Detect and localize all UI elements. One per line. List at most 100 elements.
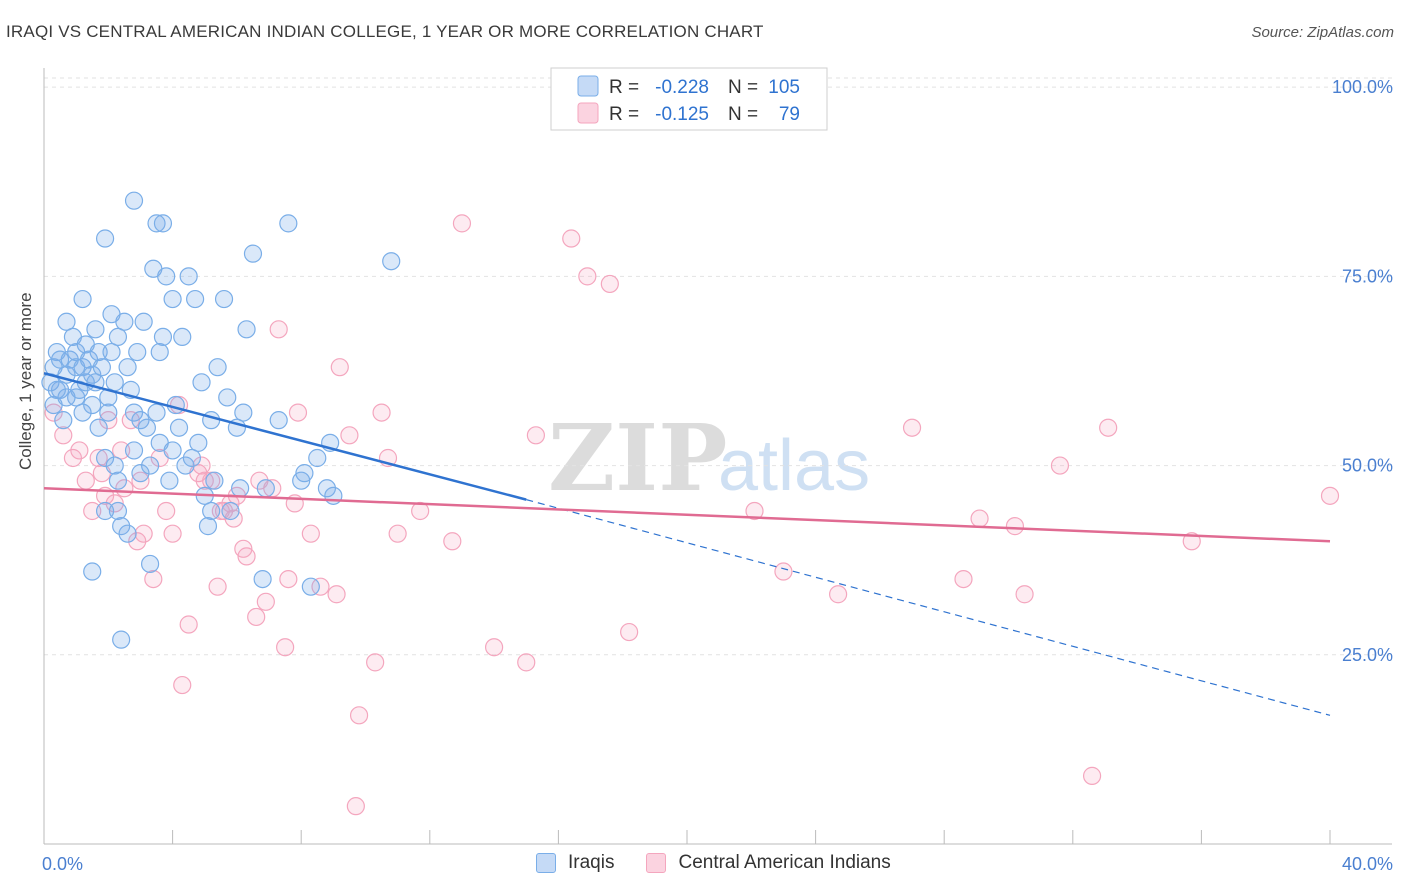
stats-swatch [577, 75, 599, 97]
x-tick-label-min: 0.0% [42, 854, 83, 874]
central-american-indians-point [620, 622, 639, 642]
iraqis-point [324, 486, 343, 505]
iraqis-point [108, 471, 128, 490]
iraqis-point [73, 403, 92, 422]
iraqis-point [186, 289, 205, 309]
iraqis-point [134, 312, 153, 331]
central-american-indians-point [600, 274, 619, 294]
central-american-indians-swatch [646, 853, 667, 873]
central-american-indians-point [250, 471, 269, 490]
y-tick-label: 25.0% [1342, 645, 1393, 665]
stats-r-value: -0.228 [655, 77, 709, 98]
stats-r-label: R = [609, 104, 639, 125]
central-american-indians-point [366, 653, 385, 672]
central-american-indians-point [195, 471, 214, 490]
central-american-indians-point [44, 403, 63, 422]
iraqis-point [382, 252, 401, 271]
central-american-indians-point [276, 638, 295, 657]
iraqis-point [115, 312, 134, 331]
iraqis-point [89, 418, 108, 437]
iraqis-point [124, 403, 144, 422]
central-american-indians-point [829, 585, 848, 604]
central-american-indians-point [144, 569, 163, 589]
iraqis-point [140, 456, 160, 475]
iraqis-point [198, 517, 218, 536]
iraqis-swatch [536, 853, 556, 873]
central-american-indians-point [131, 471, 150, 490]
iraqis-point [131, 464, 150, 483]
central-american-indians-point [340, 426, 359, 445]
stats-legend: R = -0.228 N = 105 R = -0.125 N = 79 [550, 67, 828, 131]
central-american-indians-point [208, 577, 227, 596]
iraqis-point [99, 403, 118, 422]
iraqis-point [237, 320, 256, 339]
iraqis-point [108, 327, 128, 347]
iraqis-point [147, 403, 166, 422]
central-american-indians-point [301, 524, 320, 543]
central-american-indians-point [349, 706, 369, 725]
central-american-indians-point [1015, 585, 1034, 604]
central-american-indians-point [330, 358, 349, 377]
iraqis-point [301, 577, 320, 596]
iraqis-point [83, 395, 102, 415]
central-american-indians-point [526, 426, 545, 445]
central-american-indians-point [247, 607, 266, 627]
iraqis-point [95, 501, 115, 521]
iraqis-point [253, 569, 272, 589]
iraqis-point [176, 456, 195, 475]
central-american-indians-point [211, 501, 230, 521]
iraqis-point [47, 380, 66, 399]
iraqis-point [205, 471, 224, 490]
central-american-indians-point [99, 411, 118, 430]
iraqis-point [179, 267, 198, 286]
iraqis-point [54, 411, 73, 430]
central-american-indians-point [1082, 766, 1102, 785]
stats-swatch [577, 102, 599, 124]
central-american-indians-point [562, 229, 581, 248]
central-american-indians-point [954, 569, 973, 589]
iraqis-point [308, 448, 327, 468]
y-tick-label: 50.0% [1342, 456, 1393, 476]
legend-label-iraqis: Iraqis [568, 852, 615, 873]
central-american-indians-point [269, 320, 288, 339]
iraqis-point [118, 358, 137, 377]
iraqis-point [147, 214, 166, 233]
central-american-indians-point [452, 214, 472, 233]
iraqis-point [208, 358, 227, 377]
iraqis-point [150, 342, 169, 362]
x-tick-label-max: 40.0% [1342, 854, 1393, 874]
central-american-indians-point [1050, 456, 1070, 475]
iraqis-point [256, 479, 275, 498]
legend-label-central-american-indians: Central American Indians [678, 852, 891, 873]
legend-item-iraqis[interactable]: Iraqis [536, 852, 614, 874]
iraqis-point [189, 433, 208, 452]
central-american-indians-point [128, 532, 147, 551]
iraqis-point [95, 448, 115, 468]
central-american-indians-point [163, 524, 182, 543]
y-tick-label: 100.0% [1332, 77, 1393, 97]
iraqis-point [50, 350, 70, 369]
central-american-indians-point [70, 441, 89, 460]
iraqis-point [153, 327, 173, 347]
watermark-zip: ZIP [548, 404, 727, 512]
iraqis-point [137, 418, 156, 437]
iraqis-point [160, 471, 179, 490]
iraqis-point [118, 524, 137, 543]
iraqis-point [243, 244, 263, 263]
iraqis-point [57, 388, 76, 407]
central-american-indians-point [112, 441, 131, 460]
central-american-indians-point [517, 653, 536, 672]
central-american-indians-point [1182, 532, 1201, 551]
legend-item-central-american-indians[interactable]: Central American Indians [646, 852, 891, 874]
iraqis-point [317, 479, 337, 498]
iraqis-point [73, 358, 92, 377]
iraqis-point [105, 373, 124, 392]
central-american-indians-point [173, 675, 192, 695]
iraqis-point [124, 191, 144, 210]
central-american-indians-point [192, 456, 211, 475]
iraqis-point [234, 403, 253, 422]
iraqis-trendline [43, 372, 527, 501]
iraqis-point [102, 342, 121, 362]
central-american-indians-point [745, 501, 764, 521]
iraqis-point [128, 342, 147, 362]
